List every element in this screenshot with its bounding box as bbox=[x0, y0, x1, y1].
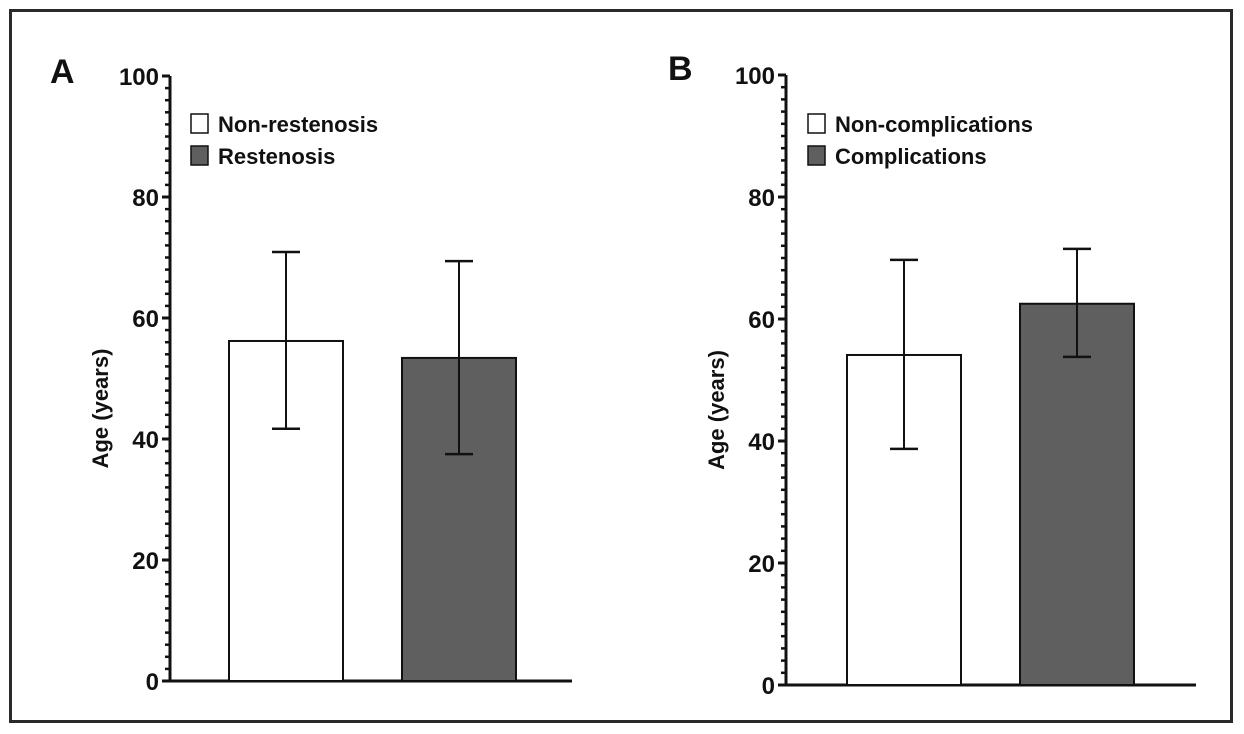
legend-label: Non-complications bbox=[835, 112, 1033, 137]
legend-label: Restenosis bbox=[218, 144, 335, 169]
figure-frame bbox=[9, 9, 1233, 723]
legend-label: Non-restenosis bbox=[218, 112, 378, 137]
y-tick-label: 60 bbox=[132, 306, 159, 333]
y-tick-label: 0 bbox=[146, 669, 159, 696]
legend-swatch bbox=[807, 113, 826, 134]
y-tick-label: 40 bbox=[132, 427, 159, 454]
panel-a: A 0 20 40 60 80 100 Age (years) Non-restenosis Re… bbox=[50, 53, 572, 696]
y-tick-label: 60 bbox=[748, 307, 775, 334]
panel-letter: A bbox=[50, 53, 75, 91]
y-tick-label: 20 bbox=[748, 551, 775, 578]
panel-b: B 0 20 40 60 80 100 Age (years) Non-complication… bbox=[668, 50, 1196, 700]
panel-letter: B bbox=[668, 50, 693, 88]
y-tick-label: 20 bbox=[132, 548, 159, 575]
legend-swatch bbox=[807, 145, 826, 166]
y-tick-label: 80 bbox=[132, 185, 159, 212]
y-tick-label: 100 bbox=[735, 63, 775, 90]
y-tick-label: 0 bbox=[762, 673, 775, 700]
legend-swatch bbox=[190, 145, 209, 166]
y-tick-label: 100 bbox=[119, 64, 159, 91]
legend-label: Complications bbox=[835, 144, 987, 169]
y-axis-title: Age (years) bbox=[88, 349, 113, 469]
y-axis-title: Age (years) bbox=[704, 350, 729, 470]
bar-complications bbox=[1019, 302, 1135, 686]
y-tick-label: 40 bbox=[748, 429, 775, 456]
legend-swatch bbox=[190, 113, 209, 134]
y-tick-label: 80 bbox=[748, 185, 775, 212]
